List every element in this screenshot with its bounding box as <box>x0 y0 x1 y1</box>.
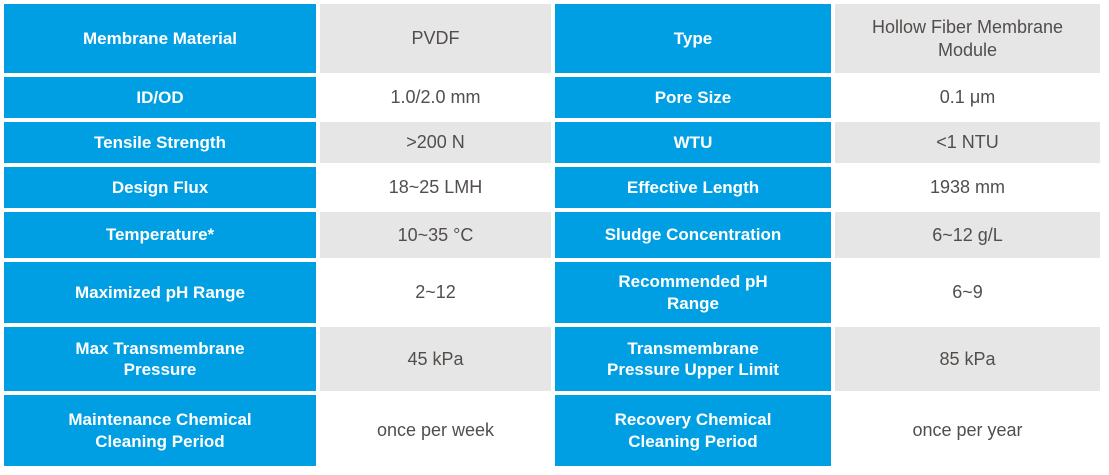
spec-label-wtu: WTU <box>555 122 831 163</box>
spec-row-id-od: ID/OD 1.0/2.0 mm Pore Size 0.1 μm <box>4 77 1100 118</box>
spec-label-sludge-concentration: Sludge Concentration <box>555 212 831 258</box>
spec-row-membrane-material: Membrane Material PVDF Type Hollow Fiber… <box>4 4 1100 73</box>
spec-label-effective-length: Effective Length <box>555 167 831 208</box>
spec-label-recovery-cleaning-period: Recovery Chemical Cleaning Period <box>555 395 831 466</box>
spec-value-pore-size: 0.1 μm <box>835 77 1100 118</box>
spec-label-recommended-ph-range: Recommended pH Range <box>555 262 831 323</box>
spec-row-temperature: Temperature* 10~35 °C Sludge Concentrati… <box>4 212 1100 258</box>
spec-row-tensile-strength: Tensile Strength >200 N WTU <1 NTU <box>4 122 1100 163</box>
spec-row-design-flux: Design Flux 18~25 LMH Effective Length 1… <box>4 167 1100 208</box>
spec-value-recommended-ph-range: 6~9 <box>835 262 1100 323</box>
spec-value-sludge-concentration: 6~12 g/L <box>835 212 1100 258</box>
spec-value-id-od: 1.0/2.0 mm <box>320 77 551 118</box>
spec-value-temperature: 10~35 °C <box>320 212 551 258</box>
spec-value-recovery-cleaning-period: once per year <box>835 395 1100 466</box>
spec-label-membrane-material: Membrane Material <box>4 4 316 73</box>
spec-value-wtu: <1 NTU <box>835 122 1100 163</box>
spec-label-design-flux: Design Flux <box>4 167 316 208</box>
spec-label-temperature: Temperature* <box>4 212 316 258</box>
spec-value-tensile-strength: >200 N <box>320 122 551 163</box>
spec-label-id-od: ID/OD <box>4 77 316 118</box>
spec-value-maximized-ph-range: 2~12 <box>320 262 551 323</box>
spec-label-pore-size: Pore Size <box>555 77 831 118</box>
spec-value-transmembrane-pressure-upper-limit: 85 kPa <box>835 327 1100 391</box>
spec-value-type: Hollow Fiber Membrane Module <box>835 4 1100 73</box>
spec-row-transmembrane-pressure: Max Transmembrane Pressure 45 kPa Transm… <box>4 327 1100 391</box>
spec-value-design-flux: 18~25 LMH <box>320 167 551 208</box>
spec-label-maintenance-cleaning-period: Maintenance Chemical Cleaning Period <box>4 395 316 466</box>
spec-value-max-transmembrane-pressure: 45 kPa <box>320 327 551 391</box>
spec-row-ph-range: Maximized pH Range 2~12 Recommended pH R… <box>4 262 1100 323</box>
spec-value-maintenance-cleaning-period: once per week <box>320 395 551 466</box>
spec-label-maximized-ph-range: Maximized pH Range <box>4 262 316 323</box>
spec-value-membrane-material: PVDF <box>320 4 551 73</box>
spec-row-cleaning-period: Maintenance Chemical Cleaning Period onc… <box>4 395 1100 466</box>
spec-label-transmembrane-pressure-upper-limit: Transmembrane Pressure Upper Limit <box>555 327 831 391</box>
spec-label-type: Type <box>555 4 831 73</box>
spec-label-max-transmembrane-pressure: Max Transmembrane Pressure <box>4 327 316 391</box>
spec-label-tensile-strength: Tensile Strength <box>4 122 316 163</box>
spec-value-effective-length: 1938 mm <box>835 167 1100 208</box>
